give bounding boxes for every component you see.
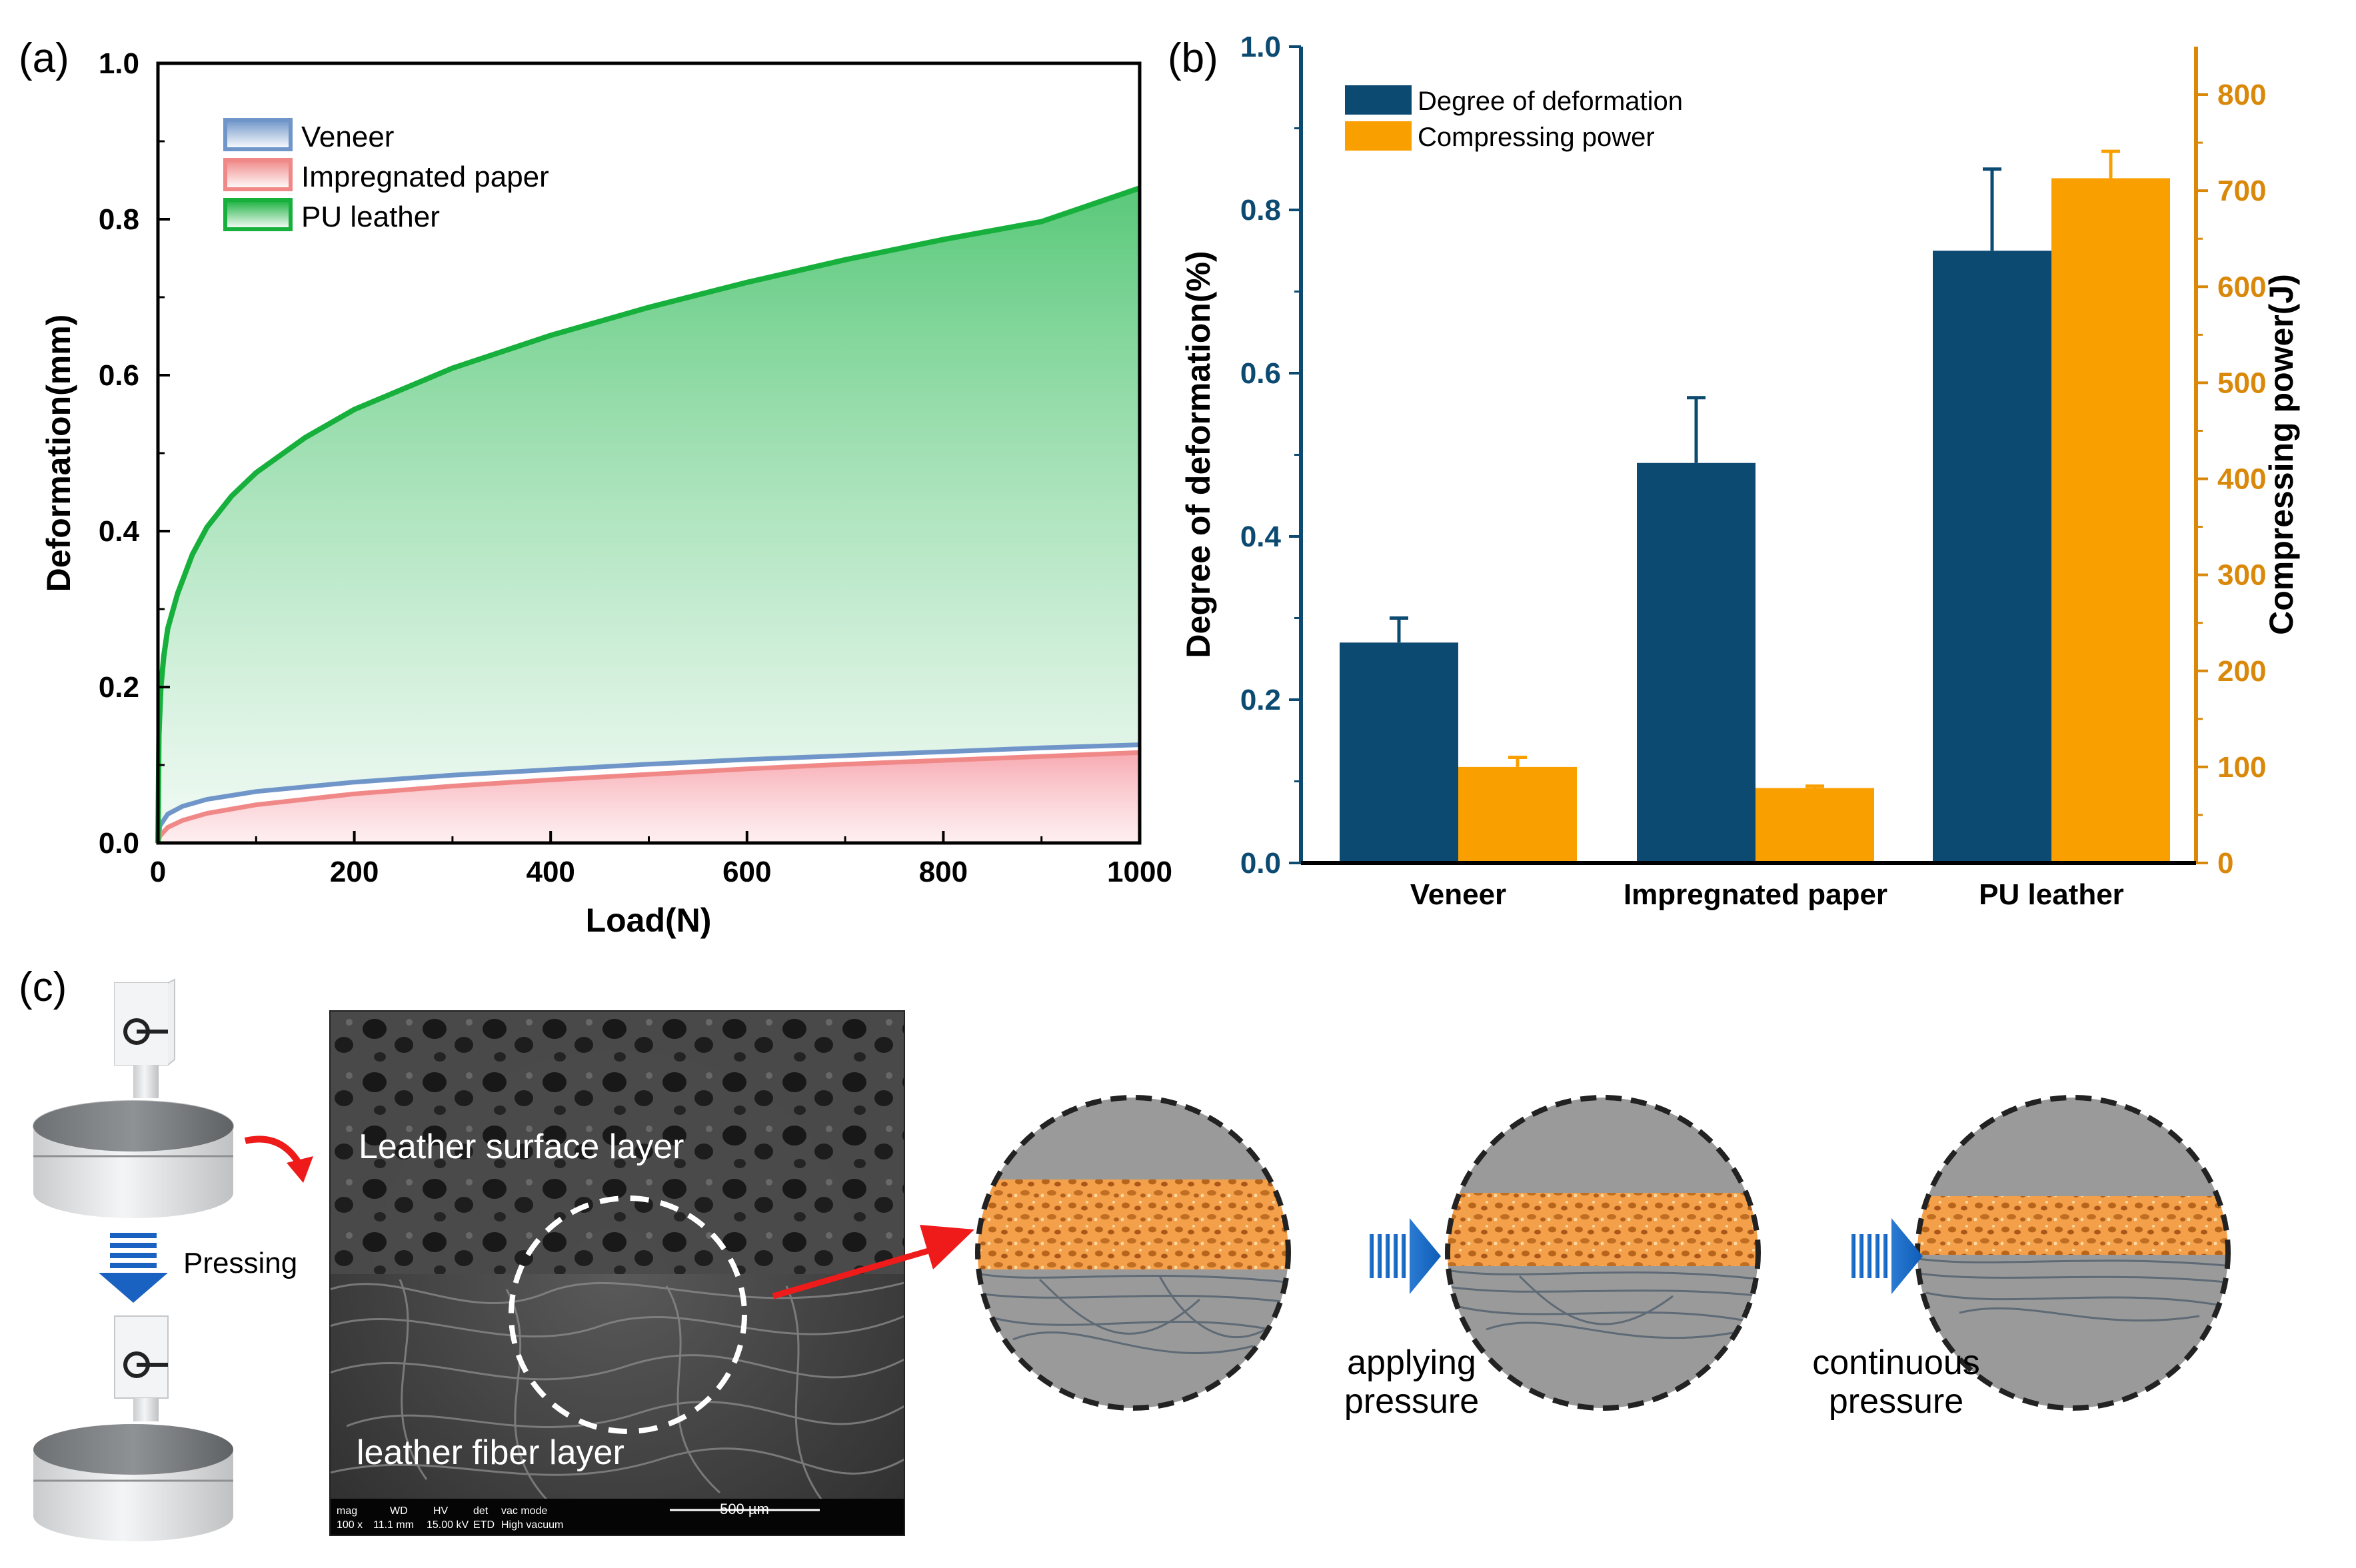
chart-a-legend: Veneer Impregnated paper PU leather [223, 118, 549, 233]
step-arrow-icon-2 [1851, 1218, 1923, 1294]
b-ytick-left-label: 0.4 [1240, 520, 1282, 553]
b-ytick-right-label: 300 [2217, 559, 2266, 592]
panel-label-b: (b) [1168, 35, 1218, 81]
panel-c: (c) Pressing [19, 964, 2231, 1541]
b-ytick-right-label: 500 [2217, 367, 2266, 399]
legend-label-veneer: Veneer [301, 121, 394, 153]
sem-info-value-vac: High vacuum [501, 1519, 563, 1531]
compression-tester-after [33, 1315, 233, 1541]
sem-info-value-wd: 11.1 mm [373, 1519, 414, 1531]
step-1-line1: applying [1347, 1343, 1476, 1382]
compression-tester-before [33, 978, 234, 1218]
sem-frame [329, 1010, 905, 1536]
line-impregnated-paper [155, 750, 1140, 844]
line-veneer [155, 742, 1140, 844]
b-ytick-right-label: 800 [2217, 79, 2266, 111]
a-xtick-label: 600 [722, 856, 771, 888]
chart-a-xlabel: Load(N) [586, 902, 712, 939]
a-ytick-label: 0.0 [99, 827, 139, 860]
step-2-line2: pressure [1829, 1382, 1963, 1421]
chart-a-plot-area [155, 61, 1142, 845]
panel-label-a: (a) [19, 35, 69, 81]
bar-degree-of-deformation-veneer [1340, 642, 1458, 863]
panel-b: (b) 0.0 0.2 0.4 0.6 0.8 1.0 0 100 200 300 400 500 6… [1168, 31, 2300, 911]
chart-b-ylabel-right: Compressing power(J) [2263, 274, 2300, 635]
chart-b-ylabel-left: Degree of deformation(%) [1180, 251, 1217, 658]
panel-label-c: (c) [19, 964, 67, 1010]
b-ytick-right-label: 400 [2217, 463, 2266, 496]
sem-info-value-hv: 15.00 kV [427, 1519, 469, 1531]
b-ytick-left-label: 0.2 [1240, 684, 1281, 716]
sem-surface-layer-label: Leather surface layer [359, 1128, 684, 1166]
b-ytick-left-label: 0.0 [1240, 847, 1281, 880]
red-arrow-shaft [772, 1246, 934, 1299]
area-pu-leather [158, 188, 1140, 843]
a-xtick-label: 400 [526, 856, 575, 888]
b-category-label: Impregnated paper [1624, 878, 1887, 911]
red-curved-arrow [244, 1136, 302, 1165]
step-arrow-icon-1 [1370, 1218, 1441, 1294]
pressing-label: Pressing [183, 1247, 297, 1279]
bar-compressing-power-veneer [1458, 766, 1577, 863]
b-ytick-right-label: 600 [2217, 271, 2266, 303]
b-ytick-right-label: 100 [2217, 751, 2266, 784]
legend-label-pu: PU leather [301, 201, 440, 233]
b-ytick-left-label: 1.0 [1240, 31, 1281, 63]
magnified-view-2 [1445, 1095, 1761, 1411]
red-curved-arrowhead [287, 1156, 313, 1183]
sem-info-header-wd: WD [390, 1505, 408, 1517]
pressing-arrow-icon [99, 1233, 168, 1303]
legend-swatch-veneer [223, 118, 293, 151]
legend-swatch-impregnated [223, 158, 293, 191]
sem-info-header-hv: HV [433, 1505, 449, 1517]
area-impregnated-paper [158, 752, 1140, 843]
line-pu-leather [155, 185, 1141, 844]
b-ytick-left-label: 0.8 [1240, 194, 1281, 227]
b-ytick-right-label: 0 [2217, 847, 2233, 880]
legend-label-power: Compressing power [1418, 123, 1655, 152]
sem-info-bar: mag WD HV det vac mode 100 x 11.1 mm 15.… [337, 1501, 820, 1531]
b-category-label: PU leather [1979, 878, 2124, 911]
a-ytick-label: 1.0 [99, 47, 139, 80]
bar-degree-of-deformation-pu-leather [1933, 251, 2051, 863]
a-xtick-label: 200 [330, 856, 379, 888]
step-2-line1: continuous [1812, 1343, 1980, 1382]
panel-a: (a) 0 200 400 600 800 1000 0.0 0.2 0.4 0.6 0.8 1.0… [19, 35, 1172, 939]
sem-info-value-mag: 100 x [337, 1519, 363, 1531]
sem-highlight-circle [509, 1195, 747, 1434]
b-ytick-left-label: 0.6 [1240, 357, 1281, 390]
sem-info-header-vac: vac mode [501, 1505, 547, 1517]
sem-info-value-det: ETD [473, 1519, 495, 1531]
a-ytick-label: 0.8 [99, 203, 139, 236]
legend-label-deformation: Degree of deformation [1418, 87, 1683, 116]
a-ytick-label: 0.2 [99, 671, 139, 704]
legend-swatch-power [1345, 121, 1412, 151]
sem-fiber-layer-label: leather fiber layer [357, 1433, 624, 1472]
bar-degree-of-deformation-impregnated-paper [1637, 462, 1756, 863]
bar-compressing-power-impregnated-paper [1756, 788, 1874, 863]
a-xtick-label: 1000 [1107, 856, 1172, 888]
step-1-line2: pressure [1344, 1382, 1479, 1421]
a-ytick-label: 0.4 [99, 515, 140, 548]
sem-info-header-det: det [473, 1505, 489, 1517]
chart-a-ylabel: Deformation(mm) [40, 315, 77, 592]
a-xtick-label: 0 [150, 856, 166, 888]
sem-info-header-mag: mag [337, 1505, 357, 1517]
b-category-label: Veneer [1410, 878, 1506, 911]
sem-image [330, 1011, 904, 1535]
legend-swatch-pu [223, 198, 293, 231]
red-arrow-head [920, 1225, 974, 1269]
b-ytick-right-label: 700 [2217, 175, 2266, 207]
a-xtick-label: 800 [919, 856, 968, 888]
a-ytick-label: 0.6 [99, 359, 139, 392]
bar-compressing-power-pu-leather [2051, 178, 2170, 863]
legend-swatch-deformation [1345, 85, 1412, 115]
magnified-view-3 [1915, 1095, 2231, 1411]
b-ytick-right-label: 200 [2217, 655, 2266, 688]
chart-b-legend: Degree of deformation Compressing power [1345, 85, 1683, 152]
sem-scalebar-label: 500 µm [720, 1501, 769, 1517]
legend-label-impregnated: Impregnated paper [301, 161, 549, 193]
magnified-view-1 [975, 1095, 1291, 1411]
